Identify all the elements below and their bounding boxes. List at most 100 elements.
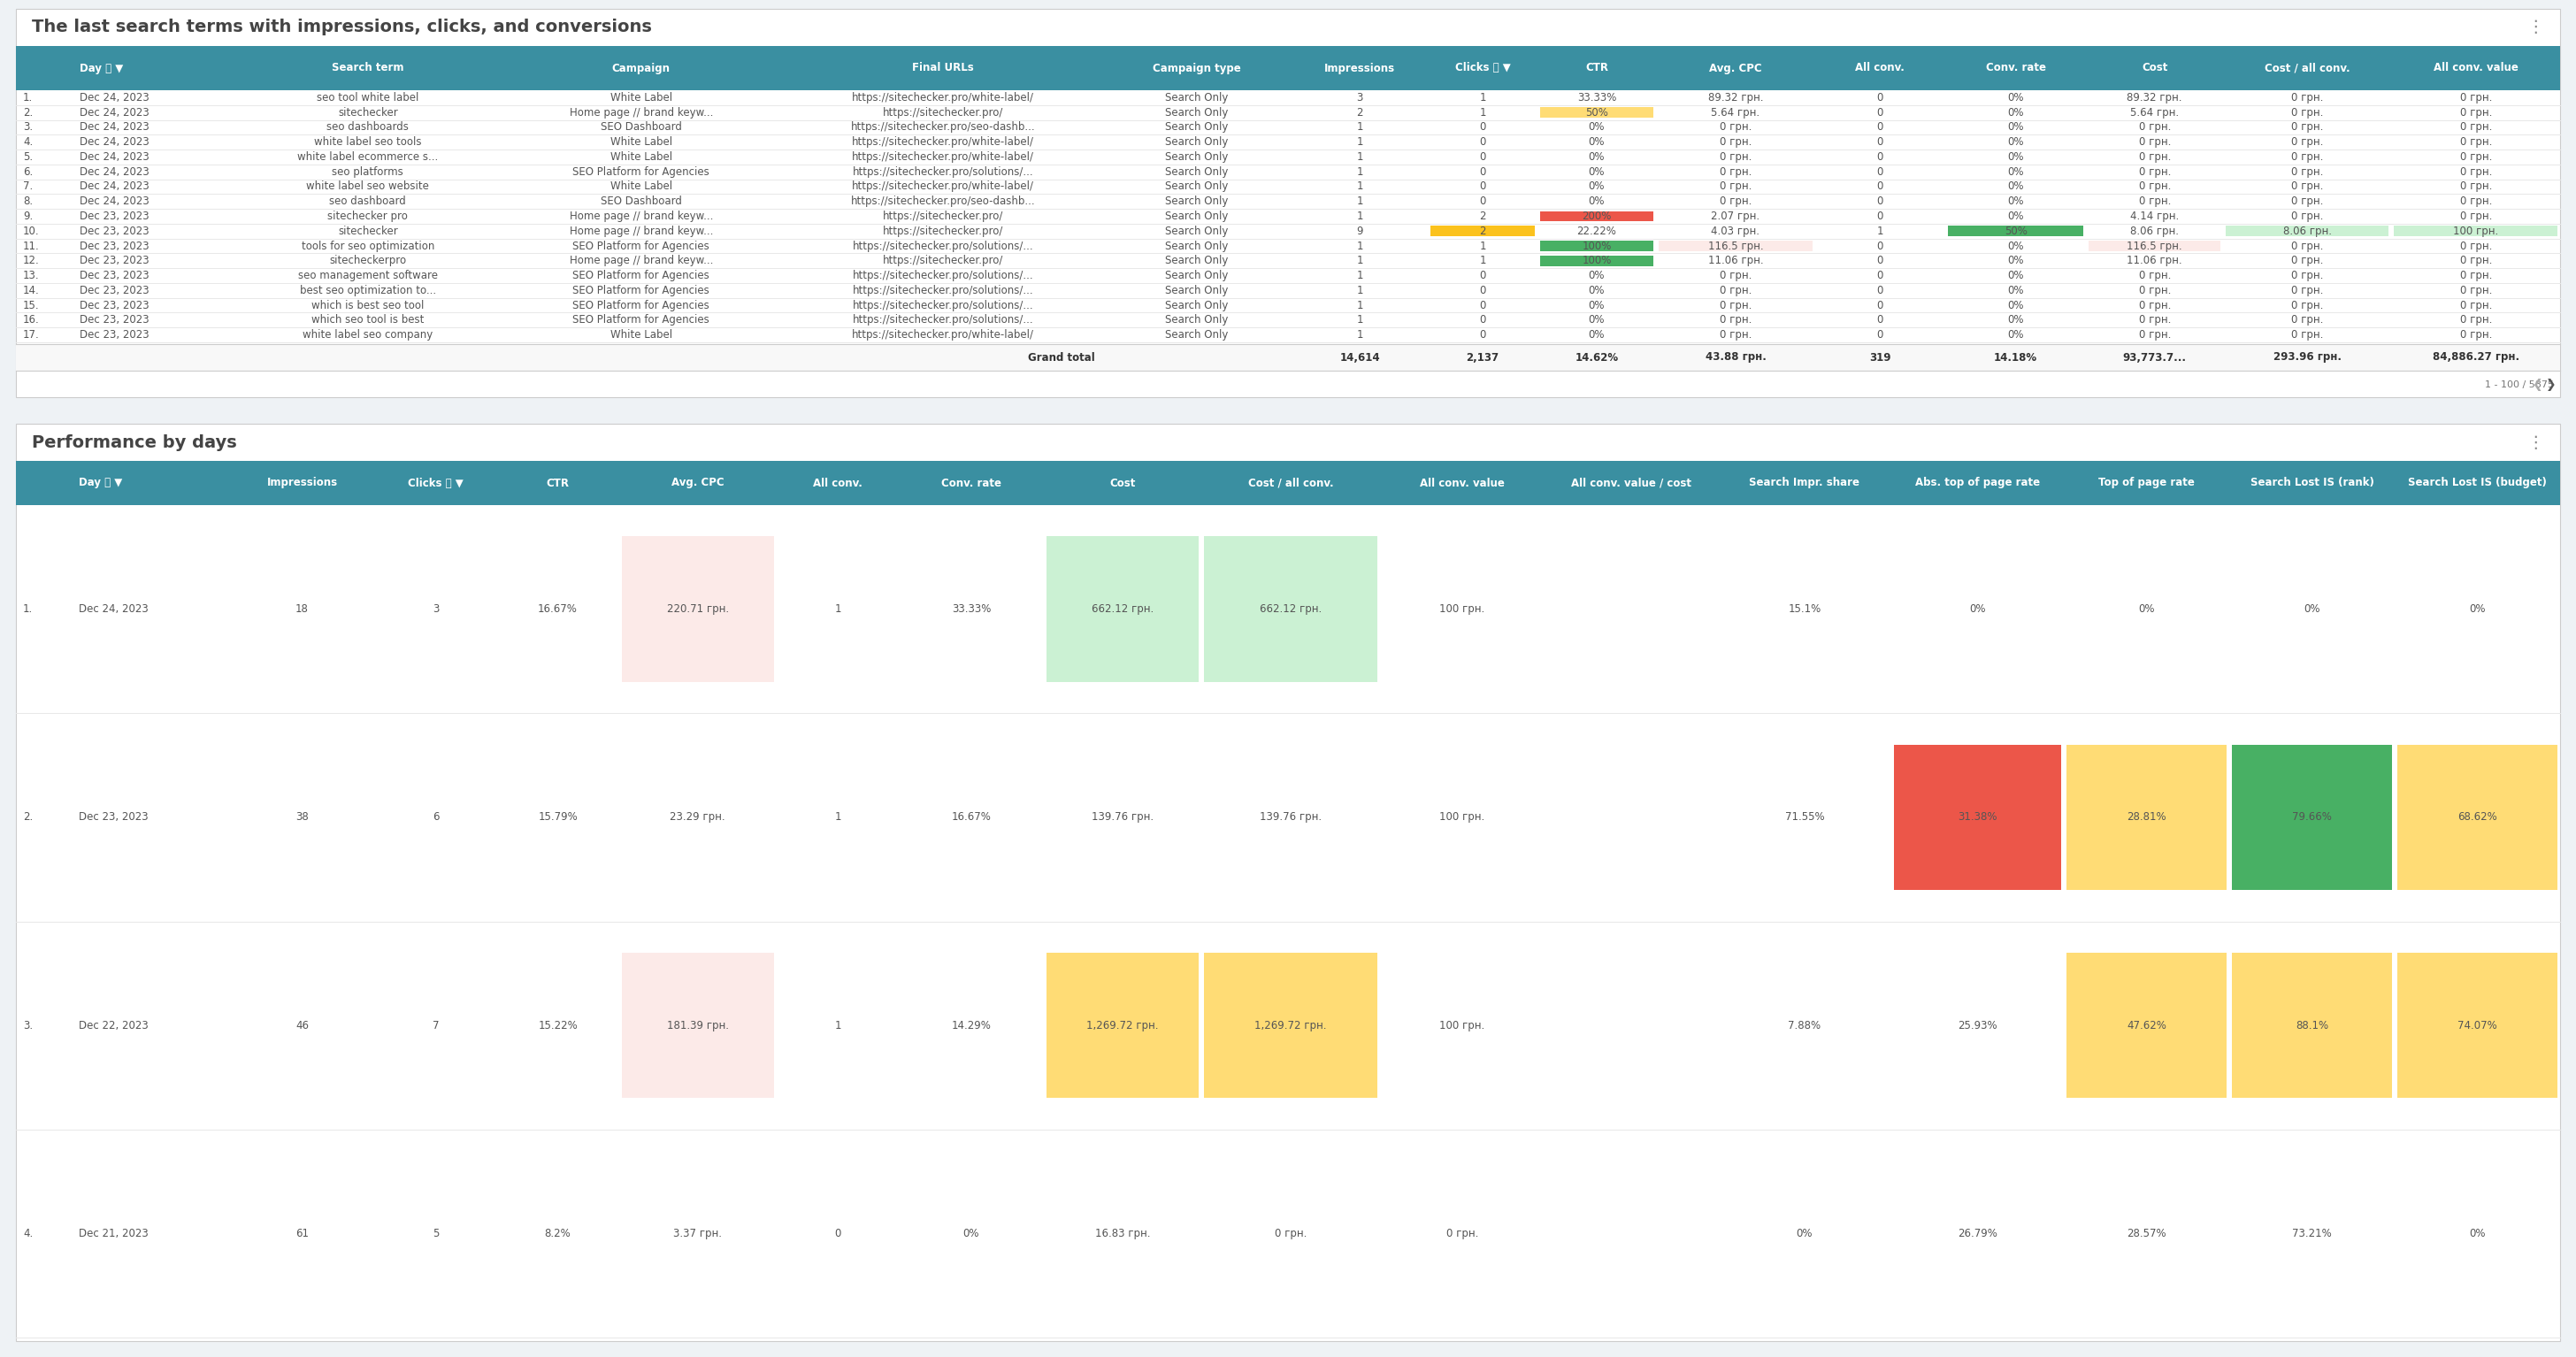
- Text: 116.5 грн.: 116.5 грн.: [2128, 240, 2182, 251]
- Bar: [1203, 953, 1378, 1098]
- Text: https://sitechecker.pro/: https://sitechecker.pro/: [884, 225, 1002, 237]
- Text: 14.18%: 14.18%: [1994, 351, 2038, 364]
- Text: Dec 24, 2023: Dec 24, 2023: [80, 92, 149, 103]
- Text: 0 грн.: 0 грн.: [1718, 195, 1752, 208]
- Text: sitechecker: sitechecker: [337, 107, 397, 118]
- Text: White Label: White Label: [611, 330, 672, 341]
- Text: Day ⓘ ▼: Day ⓘ ▼: [80, 62, 124, 73]
- Text: https://sitechecker.pro/: https://sitechecker.pro/: [884, 255, 1002, 266]
- Text: 2,137: 2,137: [1466, 351, 1499, 364]
- Text: 6: 6: [433, 811, 438, 824]
- Text: 16.83 грн.: 16.83 грн.: [1095, 1228, 1151, 1239]
- Text: 0: 0: [1878, 270, 1883, 281]
- Text: 0%: 0%: [1589, 330, 1605, 341]
- Text: 0 грн.: 0 грн.: [1718, 300, 1752, 311]
- Text: 1: 1: [1358, 195, 1363, 208]
- Text: 0%: 0%: [2470, 604, 2486, 615]
- Text: 139.76 грн.: 139.76 грн.: [1260, 811, 1321, 824]
- Text: 0: 0: [1878, 210, 1883, 223]
- Text: 0 грн.: 0 грн.: [1718, 285, 1752, 296]
- Text: 68.62%: 68.62%: [2458, 811, 2496, 824]
- Text: 0: 0: [1479, 151, 1486, 163]
- Text: Day ⓘ ▼: Day ⓘ ▼: [80, 478, 124, 489]
- Text: 17.: 17.: [23, 330, 39, 341]
- Text: Performance by days: Performance by days: [31, 434, 237, 451]
- Text: 0 грн.: 0 грн.: [1718, 180, 1752, 193]
- Text: 1: 1: [1358, 285, 1363, 296]
- Text: 46: 46: [296, 1019, 309, 1031]
- Text: 0 грн.: 0 грн.: [2460, 166, 2491, 178]
- Text: 0 грн.: 0 грн.: [2460, 315, 2491, 326]
- Text: 1: 1: [1479, 107, 1486, 118]
- Text: 31.38%: 31.38%: [1958, 811, 1996, 824]
- Text: 2.07 грн.: 2.07 грн.: [1710, 210, 1759, 223]
- Text: Conv. rate: Conv. rate: [1986, 62, 2045, 73]
- Text: 0%: 0%: [2007, 166, 2025, 178]
- Text: 0 грн.: 0 грн.: [2460, 180, 2491, 193]
- Text: 33.33%: 33.33%: [951, 604, 992, 615]
- Text: ❯: ❯: [2545, 379, 2555, 391]
- Text: 0: 0: [1479, 315, 1486, 326]
- Bar: [2226, 225, 2388, 236]
- Text: Dec 23, 2023: Dec 23, 2023: [80, 240, 149, 251]
- Text: 0 грн.: 0 грн.: [1718, 270, 1752, 281]
- Text: 1: 1: [1358, 300, 1363, 311]
- Text: 0%: 0%: [1589, 122, 1605, 133]
- Text: 0 грн.: 0 грн.: [1718, 330, 1752, 341]
- Text: 0 грн.: 0 грн.: [2290, 255, 2324, 266]
- Text: 0 грн.: 0 грн.: [2290, 151, 2324, 163]
- Bar: [15, 345, 2561, 370]
- Text: Dec 24, 2023: Dec 24, 2023: [80, 604, 149, 615]
- Text: 15.79%: 15.79%: [538, 811, 577, 824]
- Text: 293.96 грн.: 293.96 грн.: [2272, 351, 2342, 364]
- Text: Clicks ⓘ ▼: Clicks ⓘ ▼: [1455, 62, 1510, 73]
- Text: 5.64 грн.: 5.64 грн.: [2130, 107, 2179, 118]
- Text: Clicks ⓘ ▼: Clicks ⓘ ▼: [407, 478, 464, 489]
- Text: 100 грн.: 100 грн.: [2452, 225, 2499, 237]
- Text: Impressions: Impressions: [1324, 62, 1396, 73]
- Text: 0%: 0%: [1589, 166, 1605, 178]
- Text: sitechecker pro: sitechecker pro: [327, 210, 407, 223]
- Text: 0: 0: [1479, 166, 1486, 178]
- Text: Dec 21, 2023: Dec 21, 2023: [80, 1228, 149, 1239]
- Text: 0: 0: [1878, 240, 1883, 251]
- Text: 50%: 50%: [2004, 225, 2027, 237]
- Text: 0%: 0%: [1589, 300, 1605, 311]
- Text: Grand total: Grand total: [1028, 351, 1095, 364]
- Text: CTR: CTR: [546, 478, 569, 489]
- Text: 18: 18: [296, 604, 309, 615]
- Text: Conv. rate: Conv. rate: [940, 478, 1002, 489]
- Text: 0 грн.: 0 грн.: [2290, 92, 2324, 103]
- Text: 9.: 9.: [23, 210, 33, 223]
- Text: 0%: 0%: [1968, 604, 1986, 615]
- Text: 61: 61: [296, 1228, 309, 1239]
- Text: 0 грн.: 0 грн.: [1275, 1228, 1306, 1239]
- Text: https://sitechecker.pro/solutions/...: https://sitechecker.pro/solutions/...: [853, 166, 1033, 178]
- Text: https://sitechecker.pro/white-label/: https://sitechecker.pro/white-label/: [853, 330, 1033, 341]
- Text: 0 грн.: 0 грн.: [2460, 300, 2491, 311]
- Text: Dec 23, 2023: Dec 23, 2023: [80, 300, 149, 311]
- Text: 1,269.72 грн.: 1,269.72 грн.: [1087, 1019, 1159, 1031]
- Text: 0 грн.: 0 грн.: [2460, 195, 2491, 208]
- Text: Abs. top of page rate: Abs. top of page rate: [1914, 478, 2040, 489]
- Text: SEO Platform for Agencies: SEO Platform for Agencies: [572, 300, 708, 311]
- Text: 0 грн.: 0 грн.: [2460, 151, 2491, 163]
- Text: 0%: 0%: [1589, 137, 1605, 148]
- Text: 0 грн.: 0 грн.: [2460, 122, 2491, 133]
- Text: Dec 23, 2023: Dec 23, 2023: [80, 285, 149, 296]
- Text: https://sitechecker.pro/solutions/...: https://sitechecker.pro/solutions/...: [853, 270, 1033, 281]
- Text: Campaign type: Campaign type: [1154, 62, 1242, 73]
- Text: 38: 38: [296, 811, 309, 824]
- Text: https://sitechecker.pro/white-label/: https://sitechecker.pro/white-label/: [853, 151, 1033, 163]
- Text: Cost: Cost: [1110, 478, 1136, 489]
- Text: 1: 1: [1358, 240, 1363, 251]
- Text: best seo optimization to...: best seo optimization to...: [299, 285, 435, 296]
- Text: 93,773.7...: 93,773.7...: [2123, 351, 2187, 364]
- Text: 79.66%: 79.66%: [2293, 811, 2331, 824]
- Text: 33.33%: 33.33%: [1577, 92, 1615, 103]
- Text: 0: 0: [1479, 285, 1486, 296]
- Text: Search Only: Search Only: [1164, 92, 1229, 103]
- Text: Dec 23, 2023: Dec 23, 2023: [80, 270, 149, 281]
- Text: SEO Platform for Agencies: SEO Platform for Agencies: [572, 240, 708, 251]
- Text: 0 грн.: 0 грн.: [2290, 270, 2324, 281]
